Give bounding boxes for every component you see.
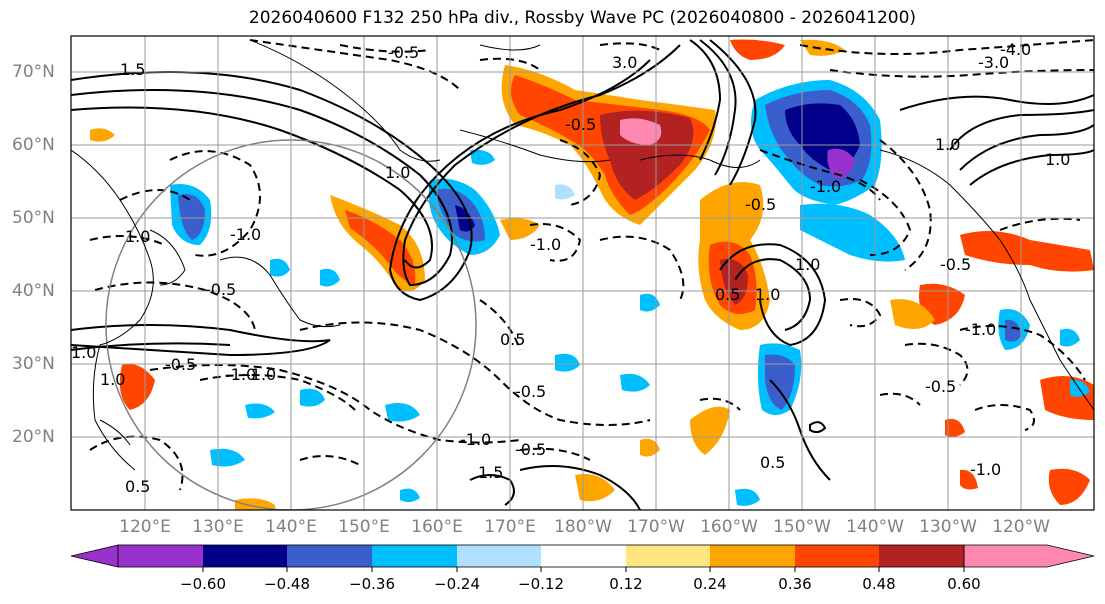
contour-label: 1.5 (478, 463, 503, 482)
colorbar-label: 0.60 (947, 575, 981, 593)
colorbar-segment (118, 545, 203, 567)
colorbar-label: 0.36 (778, 575, 812, 593)
lon-label: 130°W (919, 517, 977, 537)
contour-label: -0.5 (925, 377, 956, 396)
contour-label: -1.0 (810, 177, 841, 196)
colorbar-low-extension (70, 544, 119, 568)
contour-label: 1.0 (935, 135, 960, 154)
contour-label: -1.0 (225, 365, 256, 384)
contour-label: -0.5 (515, 440, 546, 459)
contour-label: -1.0 (460, 430, 491, 449)
lat-label-50n: 50°N (12, 208, 55, 228)
colorbar-segment (626, 545, 710, 567)
lon-label: 140°E (265, 517, 317, 537)
lat-label-70n: 70°N (12, 62, 55, 82)
contour-label: -1.0 (245, 365, 276, 384)
contour-label: 1.5 (120, 60, 145, 79)
colorbar-label: 0.12 (609, 575, 643, 593)
lat-label-20n: 20°N (12, 427, 55, 447)
contour-label: 1.0 (385, 163, 410, 182)
lon-label: 120°W (992, 517, 1050, 537)
colorbar-label: 0.48 (862, 575, 896, 593)
contour-label: -0.5 (565, 115, 596, 134)
contour-label: -1.0 (965, 320, 996, 339)
colorbar-label: −0.36 (349, 575, 395, 593)
contour-label: -0.5 (515, 382, 546, 401)
lat-label-40n: 40°N (12, 281, 55, 301)
lon-label: 150°E (338, 517, 390, 537)
lon-label: 150°W (773, 517, 831, 537)
colorbar-label: −0.24 (434, 575, 480, 593)
map-title: 2026040600 F132 250 hPa div., Rossby Wav… (248, 8, 917, 28)
contour-label: 1.0 (755, 285, 780, 304)
contour-label: -1.0 (230, 225, 261, 244)
divergence-shading (90, 39, 1094, 510)
contour-label: -0.5 (205, 280, 236, 299)
colorbar-label: 0.24 (693, 575, 727, 593)
lon-label: 160°W (700, 517, 758, 537)
colorbar-label: −0.60 (180, 575, 226, 593)
contour-label: -3.0 (978, 53, 1009, 72)
lon-label: 170°E (484, 517, 536, 537)
colorbar-segment (372, 545, 457, 567)
colorbar-segment (203, 545, 287, 567)
colorbar-segment (541, 545, 626, 567)
contour-label: 0.5 (760, 453, 785, 472)
map-gridlines (71, 36, 1094, 510)
colorbar-ticks (202, 567, 965, 572)
contour-label: 1.0 (795, 255, 820, 274)
contour-label: 0.5 (125, 477, 150, 496)
contour-label: 1.0 (100, 370, 125, 389)
colorbar-segment (457, 545, 541, 567)
lon-label: 140°W (846, 517, 904, 537)
colorbar-label: −0.12 (518, 575, 564, 593)
colorbar-segment (710, 545, 795, 567)
lat-label-60n: 60°N (12, 135, 55, 155)
contour-label: -0.5 (165, 355, 196, 374)
contour-label: -1.0 (530, 235, 561, 254)
contour-label: 1.0 (125, 227, 150, 246)
colorbar-high-extension (963, 544, 1095, 568)
lon-label: 170°W (627, 517, 685, 537)
contour-label: -0.5 (940, 255, 971, 274)
rossby-wave-contours (71, 39, 1094, 510)
map-frame (70, 35, 1095, 511)
colorbar-segment (795, 545, 879, 567)
contour-label: 3.0 (612, 53, 637, 72)
contour-label: -1.0 (970, 460, 1001, 479)
lon-label: 180°W (554, 517, 612, 537)
lon-label: 120°E (119, 517, 171, 537)
contour-label: 1.0 (71, 343, 96, 362)
contour-label: 1.0 (1045, 150, 1070, 169)
colorbar (70, 544, 1095, 572)
lon-label: 130°E (192, 517, 244, 537)
contour-label: -0.5 (745, 195, 776, 214)
contour-label: -0.5 (388, 43, 419, 62)
contour-labels: -0.5 1.5 3.0 -4.0 -3.0 1.0 -0.5 1.0 -1.0… (71, 40, 1070, 496)
coastlines (71, 39, 1094, 471)
colorbar-segment (879, 545, 964, 567)
contour-label: -4.0 (1000, 40, 1031, 59)
colorbar-segment (287, 545, 372, 567)
lon-label: 160°E (411, 517, 463, 537)
contour-label: 0.5 (500, 330, 525, 349)
colorbar-label: −0.48 (264, 575, 310, 593)
contour-label: 0.5 (715, 285, 740, 304)
lat-label-30n: 30°N (12, 354, 55, 374)
